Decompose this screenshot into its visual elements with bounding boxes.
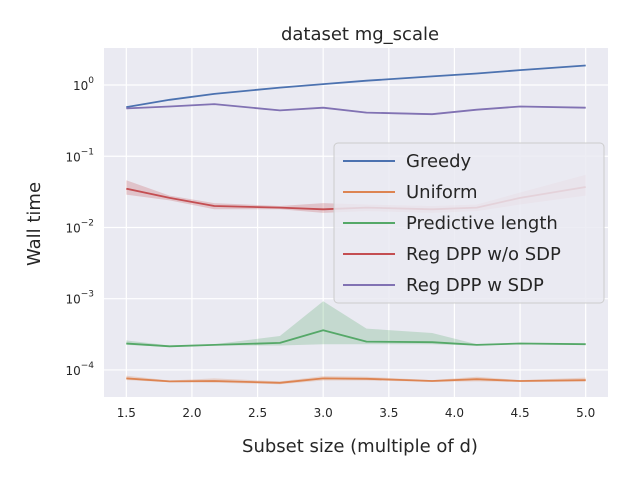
y-tick-label: 10−4 (65, 361, 94, 378)
x-tick-label: 4.0 (445, 406, 464, 420)
x-tick-label: 1.5 (117, 406, 136, 420)
y-tick-labels: 100 10−1 10−2 10−3 10−4 (65, 76, 94, 378)
band-predictive-length (126, 301, 586, 347)
y-tick-label: 100 (73, 76, 94, 93)
line-predictive-length (126, 329, 586, 348)
line-greedy (126, 64, 586, 108)
legend-label-uniform: Uniform (406, 182, 478, 203)
y-tick-label: 10−3 (65, 290, 94, 307)
x-tick-label: 5.0 (576, 406, 595, 420)
legend-box (333, 142, 605, 304)
x-tick-label: 3.0 (314, 406, 333, 420)
y-tick-label: 10−1 (65, 147, 94, 164)
line-uniform (126, 377, 586, 384)
legend-label-reg-dpp-w-o-sdp: Reg DPP w/o SDP (406, 244, 561, 265)
x-axis-label: Subset size (multiple of d) (242, 436, 478, 457)
legend-label-predictive-length: Predictive length (406, 213, 558, 234)
x-tick-labels: 1.5 2.0 2.5 3.0 3.5 4.0 4.5 5.0 (117, 406, 595, 420)
x-tick-label: 2.0 (182, 406, 201, 420)
line-reg-dpp-w-sdp (126, 103, 586, 116)
legend-label-reg-dpp-w-sdp: Reg DPP w SDP (406, 275, 544, 296)
legend-label-greedy: Greedy (406, 151, 472, 172)
x-tick-label: 2.5 (248, 406, 267, 420)
chart-title: dataset mg_scale (281, 24, 439, 45)
y-tick-label: 10−2 (65, 218, 94, 235)
legend: Greedy Uniform Predictive length Reg DPP w/… (333, 142, 605, 304)
x-tick-label: 3.5 (379, 406, 398, 420)
y-axis-label: Wall time (24, 182, 45, 266)
x-tick-label: 4.5 (511, 406, 530, 420)
